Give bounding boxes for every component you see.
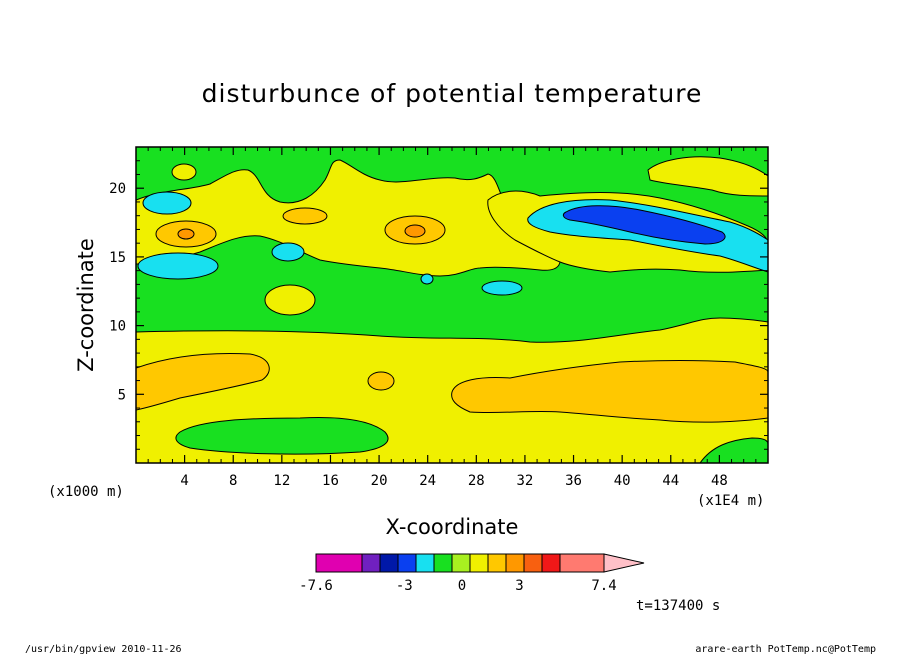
colorbar-segment [559, 553, 605, 573]
colorbar-segment [315, 553, 363, 573]
y-tick-label: 20 [109, 181, 126, 197]
contour-bottom-green [175, 417, 389, 455]
contour-yellow-patch-small [171, 163, 197, 181]
colorbar-segment [523, 553, 543, 573]
y-tick-label: 5 [118, 387, 126, 403]
colorbar-label: -7.6 [299, 578, 333, 594]
contour-cyan-small-2 [481, 280, 523, 296]
x-tick-label: 40 [614, 473, 631, 489]
colorbar-segment [469, 553, 489, 573]
x-tick-label: 16 [322, 473, 339, 489]
x-tick-label: 36 [565, 473, 582, 489]
time-label: t=137400 s [636, 598, 720, 614]
colorbar-segment [505, 553, 525, 573]
x-tick-label: 48 [711, 473, 728, 489]
x-unit-right: (x1E4 m) [697, 493, 764, 509]
colorbar-segment [541, 553, 561, 573]
contour-cyan-left-1 [137, 252, 219, 280]
x-tick-label: 32 [516, 473, 533, 489]
contour-orange-upper-3 [282, 207, 328, 225]
footer-right: arare-earth_PotTemp.nc@PotTemp [695, 644, 876, 654]
x-tick-label: 4 [180, 473, 188, 489]
contour-yellow-patch [264, 284, 316, 316]
contour-lower-right-orange [451, 360, 768, 423]
y-tick-label: 10 [109, 319, 126, 335]
contour-orange-dot-2 [404, 224, 426, 238]
y-axis-label: Z-coordinate [74, 238, 98, 372]
x-tick-label: 12 [273, 473, 290, 489]
chart-title: disturbunce of potential temperature [202, 79, 703, 108]
contour-orange-dot-1 [177, 228, 195, 240]
contour-small-orange [367, 371, 395, 391]
colorbar-label: 3 [515, 578, 523, 594]
x-tick-label: 44 [662, 473, 679, 489]
y-tick-label: 15 [109, 250, 126, 266]
colorbar-segment [487, 553, 507, 573]
colorbar-segment [433, 553, 453, 573]
contour-cyan-small-1 [420, 273, 434, 285]
x-unit-left: (x1000 m) [48, 484, 124, 500]
colorbar: -7.6 -3 0 3 7.4 [299, 553, 645, 594]
contour-upper-yellow-right-top [647, 156, 768, 197]
colorbar-segment [379, 553, 399, 573]
x-axis-ticks: 4 8 12 16 20 24 28 32 36 40 44 48 [147, 147, 757, 489]
x-tick-label: 20 [371, 473, 388, 489]
y-axis-ticks: 5 10 15 20 [109, 160, 768, 450]
x-tick-label: 24 [419, 473, 436, 489]
contour-lower-left-orange [136, 353, 270, 411]
contour-blue-right [562, 205, 726, 245]
x-axis-label: X-coordinate [386, 515, 519, 539]
footer-left: /usr/bin/gpview 2010-11-26 [25, 644, 182, 654]
colorbar-segment [397, 553, 417, 573]
colorbar-end-triangle [603, 553, 645, 573]
x-tick-label: 8 [229, 473, 237, 489]
colorbar-segment [361, 553, 381, 573]
colorbar-label: -3 [396, 578, 413, 594]
colorbar-label: 7.4 [591, 578, 616, 594]
contour-cyan-mid [271, 242, 305, 262]
x-tick-label: 28 [468, 473, 485, 489]
colorbar-segment [415, 553, 435, 573]
contour-cyan-left-2 [142, 191, 192, 215]
colorbar-label: 0 [458, 578, 466, 594]
contour-field [136, 147, 768, 463]
colorbar-segment [451, 553, 471, 573]
